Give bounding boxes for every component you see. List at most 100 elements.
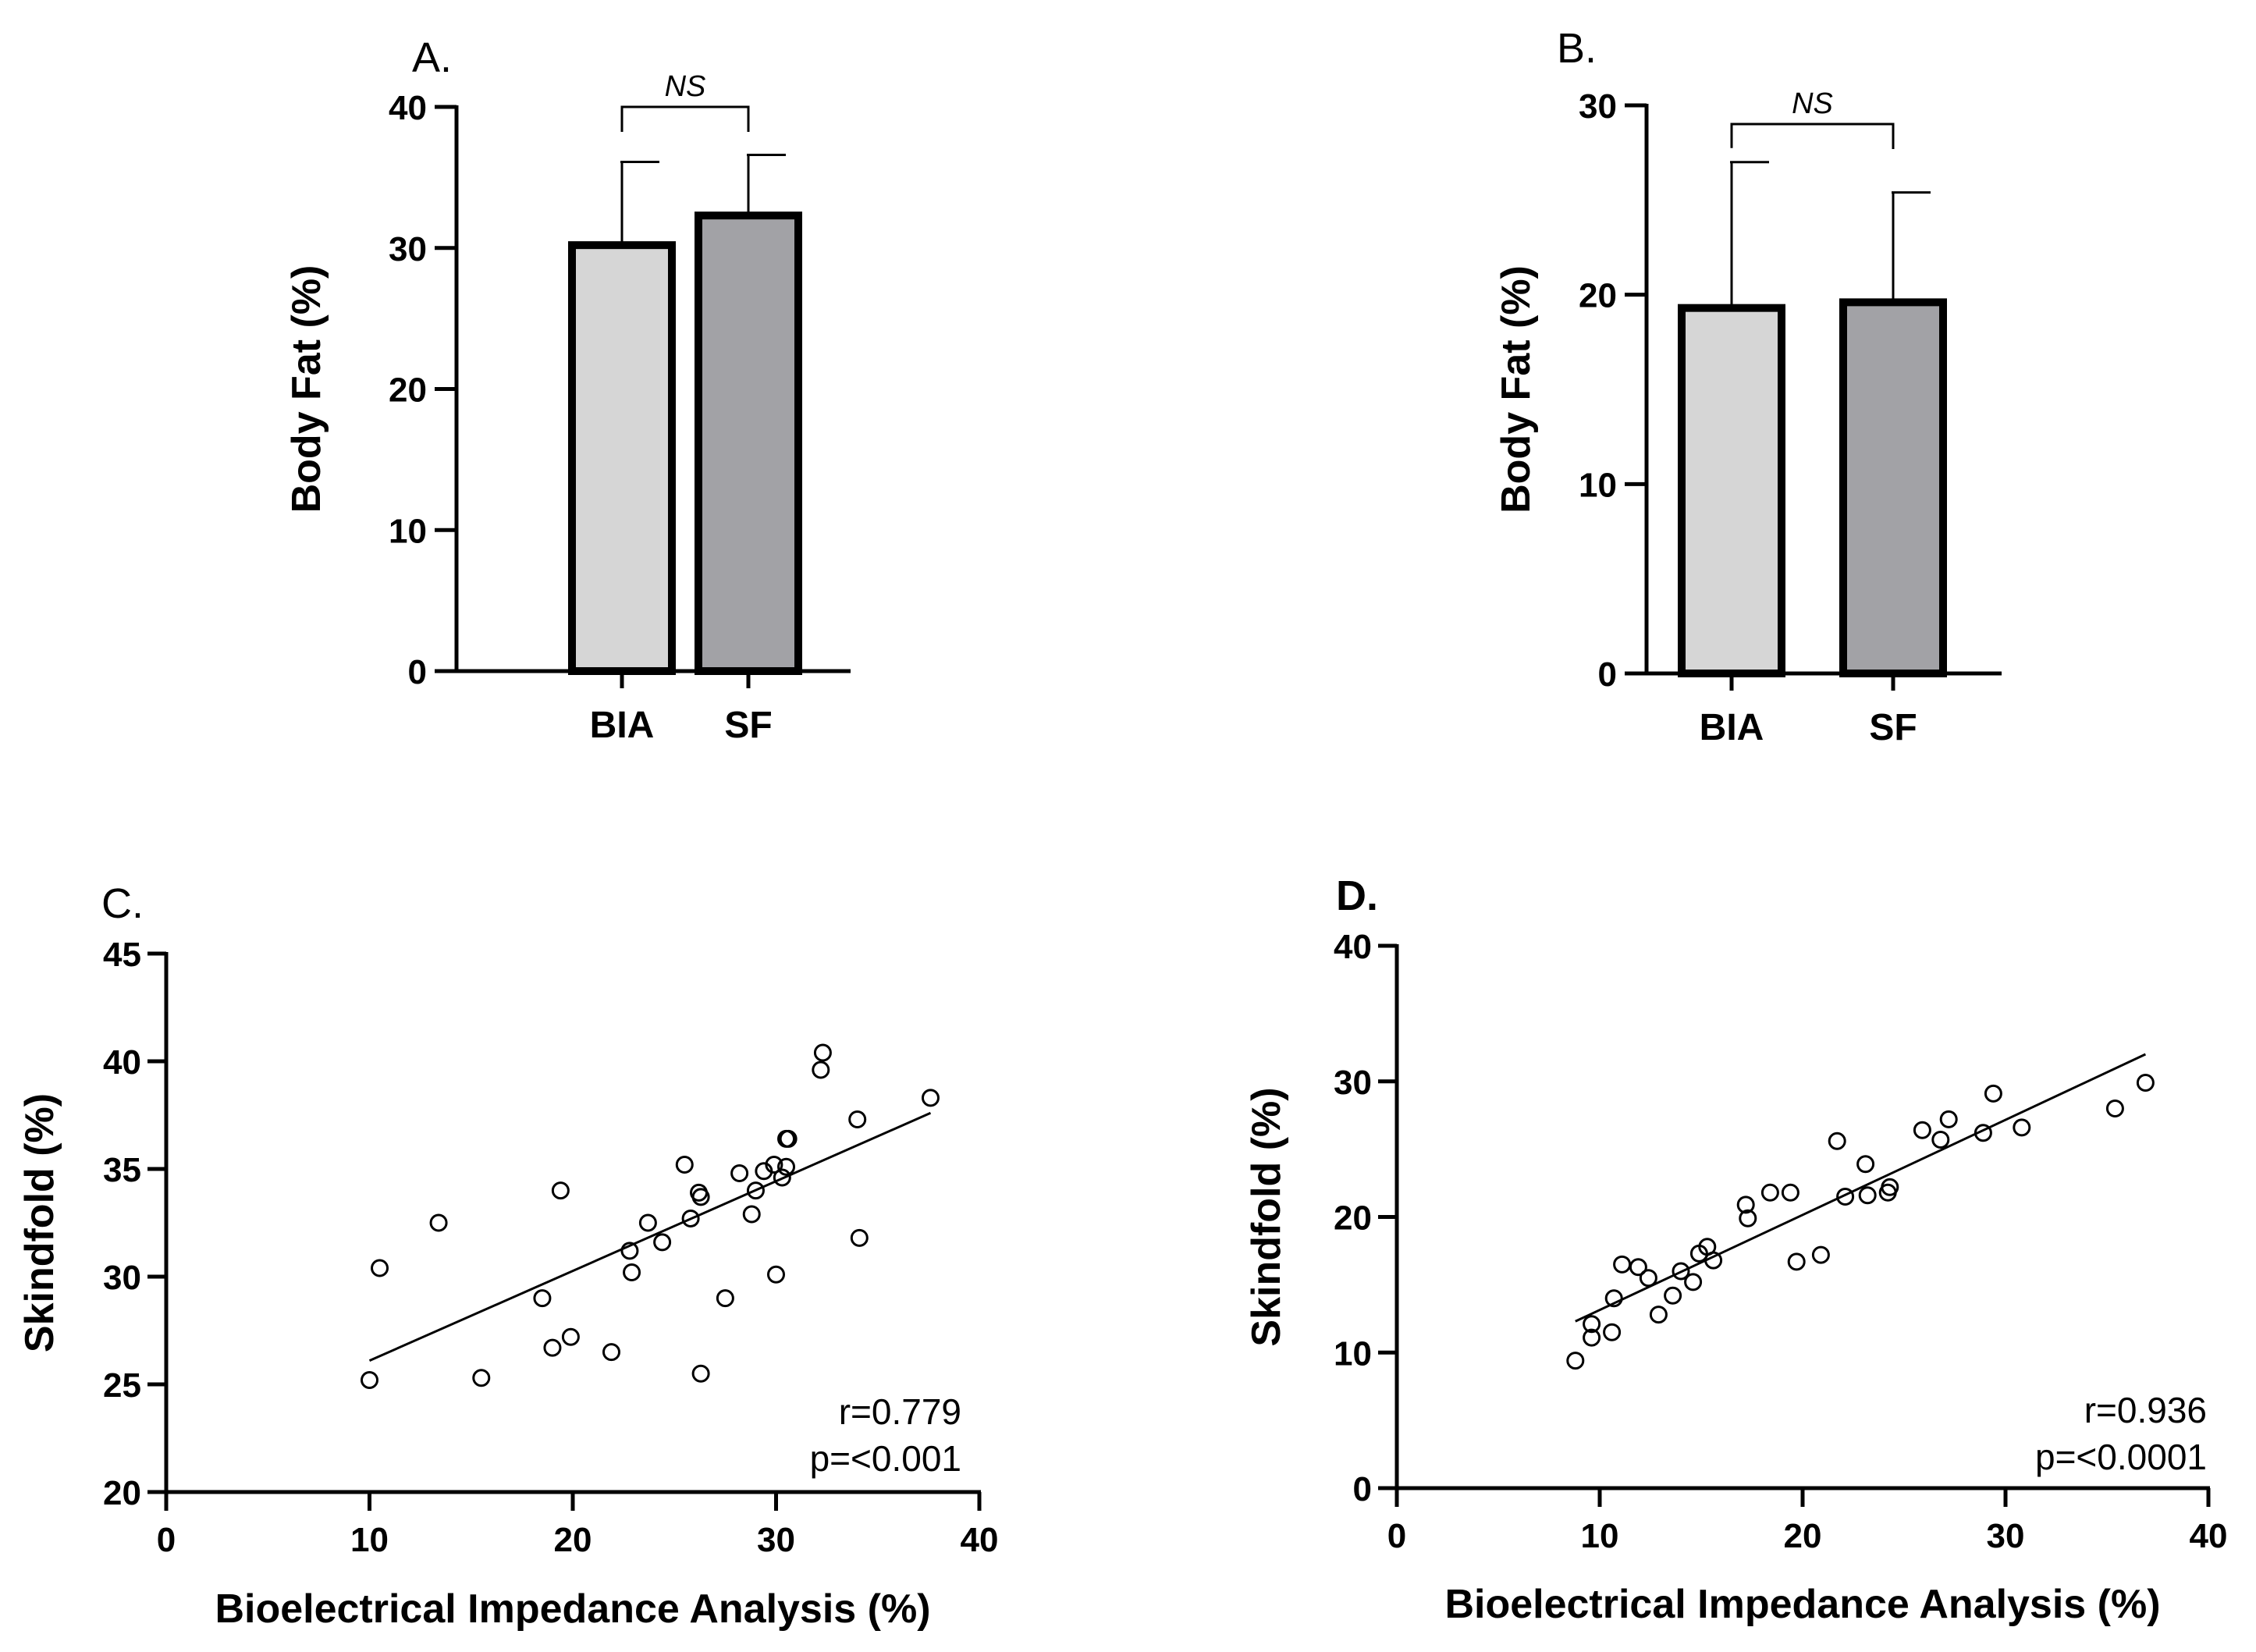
- x-tick-label: 20: [554, 1521, 592, 1559]
- panel-letter: A.: [412, 34, 452, 81]
- y-tick-label: 10: [1579, 466, 1617, 504]
- data-point: [1939, 1110, 1958, 1128]
- data-point: [1739, 1209, 1757, 1227]
- y-tick-label: 20: [389, 371, 427, 410]
- correlation-r-label: r=0.936: [2084, 1390, 2207, 1430]
- data-point: [1931, 1130, 1950, 1149]
- data-point: [533, 1289, 552, 1308]
- data-point: [681, 1209, 700, 1227]
- data-point: [1603, 1323, 1622, 1341]
- y-tick-label: 30: [389, 230, 427, 268]
- x-tick-label: 10: [1581, 1517, 1619, 1555]
- data-point: [1664, 1286, 1682, 1305]
- panel-a-bar-chart: A. Body Fat (%) 0 10 20 30 40 BIA SF NS: [284, 34, 851, 746]
- data-point: [1672, 1262, 1690, 1281]
- data-point: [1984, 1084, 2002, 1103]
- x-tick-label: 0: [1387, 1517, 1406, 1555]
- data-point: [1629, 1258, 1647, 1277]
- y-tick-label: 0: [408, 653, 427, 691]
- data-point: [675, 1155, 694, 1174]
- data-point: [1974, 1124, 1992, 1142]
- panel-letter: B.: [1557, 25, 1597, 72]
- y-tick-label: 25: [103, 1366, 141, 1405]
- data-point: [742, 1205, 761, 1224]
- data-point: [1836, 1187, 1855, 1206]
- data-point: [1604, 1289, 1623, 1308]
- data-point: [691, 1364, 710, 1383]
- x-tick-label: 30: [757, 1521, 795, 1559]
- data-point: [850, 1228, 869, 1247]
- significance-bracket: [620, 105, 750, 132]
- y-tick-label: 0: [1598, 655, 1617, 694]
- significance-bracket: [1730, 123, 1895, 149]
- data-point: [716, 1289, 734, 1308]
- bar-bia: [568, 241, 676, 675]
- y-tick-label: 0: [1353, 1470, 1372, 1508]
- x-category-label: BIA: [590, 705, 655, 746]
- data-point: [472, 1369, 491, 1387]
- y-tick-label: 35: [103, 1151, 141, 1189]
- regression-line: [1575, 1053, 2147, 1323]
- data-point: [691, 1188, 710, 1206]
- panel-d-scatter-plot: D. Skindfold (%) Bioelectrical Impedance A…: [1244, 872, 2227, 1627]
- bar-bia: [1678, 304, 1785, 677]
- x-tick-label: 10: [350, 1521, 389, 1559]
- y-tick-label: 10: [1334, 1334, 1372, 1373]
- data-point: [812, 1060, 830, 1079]
- data-point: [623, 1263, 641, 1281]
- data-point: [765, 1155, 783, 1174]
- x-category-label: BIA: [1700, 707, 1764, 748]
- bar-sf: [695, 211, 802, 675]
- data-point: [2136, 1073, 2155, 1092]
- data-point: [779, 1129, 798, 1148]
- data-point: [773, 1168, 791, 1187]
- data-point: [1787, 1252, 1806, 1271]
- correlation-r-label: r=0.779: [839, 1391, 961, 1432]
- x-tick-label: 40: [2190, 1517, 2228, 1555]
- data-point: [746, 1181, 765, 1200]
- x-category-label: SF: [1869, 707, 1917, 748]
- y-tick-label: 40: [1334, 928, 1372, 966]
- data-point: [1881, 1178, 1899, 1196]
- data-point: [429, 1213, 448, 1232]
- correlation-p-label: p=<0.0001: [2035, 1437, 2207, 1477]
- data-point: [777, 1157, 796, 1176]
- x-tick-label: 30: [1987, 1517, 2025, 1555]
- y-tick-label: 30: [103, 1259, 141, 1297]
- y-axis-label: Body Fat (%): [1494, 265, 1539, 513]
- x-axis-label: Bioelectrical Impedance Analysis (%): [1444, 1582, 2160, 1627]
- data-point: [1811, 1245, 1830, 1264]
- data-point: [1613, 1255, 1632, 1274]
- data-point: [1583, 1315, 1601, 1334]
- data-point: [561, 1327, 580, 1346]
- data-point: [848, 1110, 867, 1129]
- data-point: [921, 1089, 940, 1107]
- x-tick-label: 40: [961, 1521, 999, 1559]
- data-point: [1760, 1183, 1779, 1202]
- y-tick-label: 30: [1579, 87, 1617, 126]
- x-tick-label: 20: [1784, 1517, 1822, 1555]
- data-point: [767, 1265, 785, 1284]
- y-tick-label: 20: [1579, 277, 1617, 315]
- panel-b-bar-chart: B. Body Fat (%) 0 10 20 30 BIA SF NS: [1494, 25, 2002, 748]
- data-point: [1828, 1132, 1846, 1150]
- bar-sf: [1839, 298, 1947, 677]
- x-category-label: SF: [724, 705, 772, 746]
- panel-letter: D.: [1336, 872, 1378, 919]
- data-point: [2105, 1100, 2124, 1117]
- y-tick-label: 40: [389, 89, 427, 127]
- x-tick-label: 0: [157, 1521, 176, 1559]
- data-point: [730, 1164, 749, 1183]
- data-point: [1913, 1121, 1931, 1139]
- panel-c-scatter-plot: C. Skindfold (%) Bioelectrical Impedance A…: [17, 880, 998, 1632]
- data-point: [1583, 1328, 1601, 1347]
- data-point: [813, 1043, 832, 1062]
- panel-letter: C.: [101, 880, 144, 927]
- data-point: [638, 1213, 657, 1232]
- data-point: [1736, 1195, 1755, 1214]
- significance-label: NS: [665, 70, 706, 103]
- significance-label: NS: [1792, 87, 1833, 120]
- y-axis-label: Skindfold (%): [17, 1093, 62, 1352]
- x-axis-label: Bioelectrical Impedance Analysis (%): [215, 1586, 930, 1632]
